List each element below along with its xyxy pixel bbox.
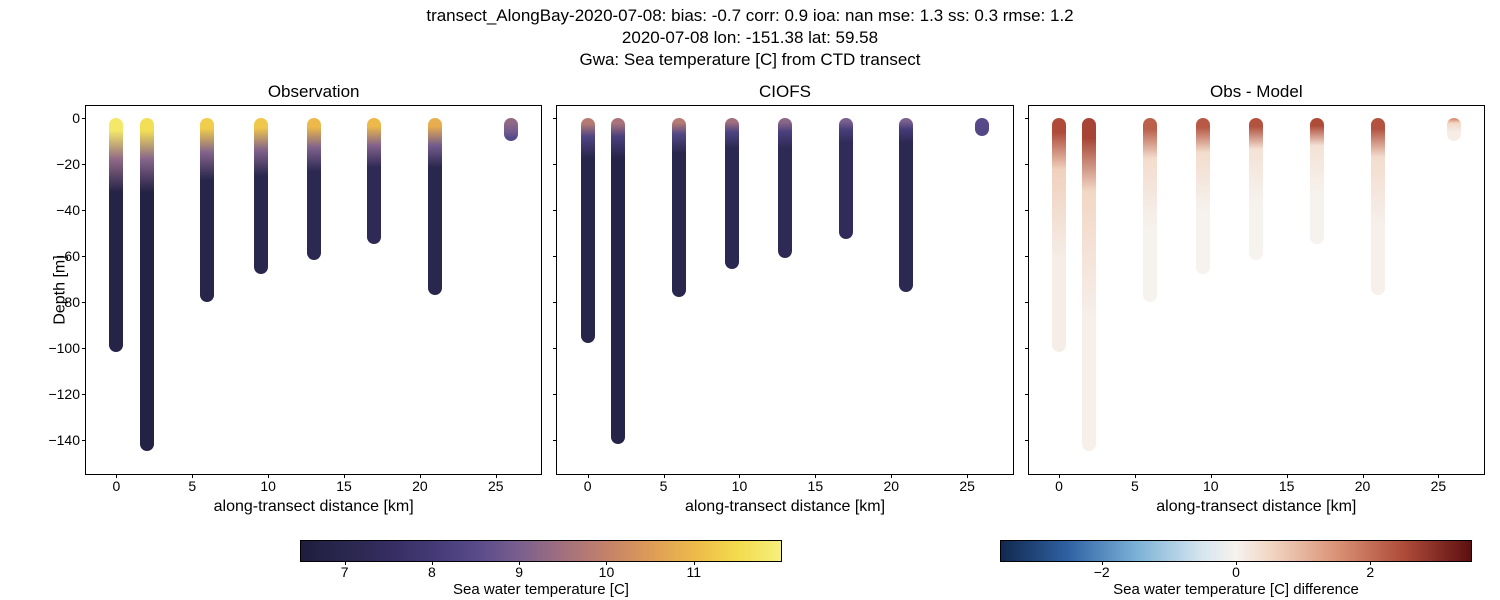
ctd-profile [1196, 118, 1210, 274]
ytick: −140 [48, 432, 86, 448]
ctd-profile [200, 118, 214, 302]
ctd-profile [581, 118, 595, 343]
ctd-profile [899, 118, 913, 293]
ctd-profile [725, 118, 739, 270]
ctd-profile [611, 118, 625, 445]
figure: transect_AlongBay-2020-07-08: bias: -0.7… [0, 0, 1500, 600]
suptitle-line3: Gwa: Sea temperature [C] from CTD transe… [0, 50, 1500, 70]
ctd-profile [1143, 118, 1157, 302]
ctd-profile [975, 118, 989, 136]
ctd-profile [778, 118, 792, 258]
ctd-profile [1052, 118, 1066, 353]
ctd-profile [839, 118, 853, 240]
xlabel: along-transect distance [km] [86, 498, 541, 516]
panel-diff: Obs - Model0510152025along-transect dist… [1028, 105, 1485, 475]
ctd-profile [307, 118, 321, 261]
panels-row: Observation0−20−40−60−80−100−120−140Dept… [85, 105, 1485, 475]
ctd-profile [672, 118, 686, 297]
colorbar-temperature: Sea water temperature [C] 7891011 [300, 540, 782, 562]
ctd-profile [428, 118, 442, 295]
plot-area [86, 106, 541, 474]
panel-title: CIOFS [557, 82, 1012, 102]
panel-title: Obs - Model [1029, 82, 1484, 102]
suptitle-line1: transect_AlongBay-2020-07-08: bias: -0.7… [0, 6, 1500, 26]
ctd-profile [1447, 118, 1461, 141]
panel-ciofs: CIOFS0510152025along-transect distance [… [556, 105, 1013, 475]
ytick: −120 [48, 386, 86, 402]
colorbar-difference: Sea water temperature [C] difference −20… [1000, 540, 1472, 562]
ctd-profile [109, 118, 123, 353]
plot-area [557, 106, 1012, 474]
ctd-profile [504, 118, 518, 141]
ctd-profile [1249, 118, 1263, 261]
ctd-profile [254, 118, 268, 274]
panel-observation: Observation0−20−40−60−80−100−120−140Dept… [85, 105, 542, 475]
colorbar-difference-label: Sea water temperature [C] difference [1001, 581, 1471, 598]
ctd-profile [1082, 118, 1096, 452]
ctd-profile [367, 118, 381, 245]
ctd-profile [1310, 118, 1324, 245]
ylabel: Depth [m] [52, 255, 70, 324]
colorbars: Sea water temperature [C] 7891011 Sea wa… [0, 540, 1500, 600]
xlabel: along-transect distance [km] [1029, 498, 1484, 516]
ytick: −100 [48, 340, 86, 356]
panel-title: Observation [86, 82, 541, 102]
xlabel: along-transect distance [km] [557, 498, 1012, 516]
suptitle-line2: 2020-07-08 lon: -151.38 lat: 59.58 [0, 28, 1500, 48]
ctd-profile [1371, 118, 1385, 295]
colorbar-temperature-label: Sea water temperature [C] [301, 581, 781, 598]
plot-area [1029, 106, 1484, 474]
ctd-profile [140, 118, 154, 452]
